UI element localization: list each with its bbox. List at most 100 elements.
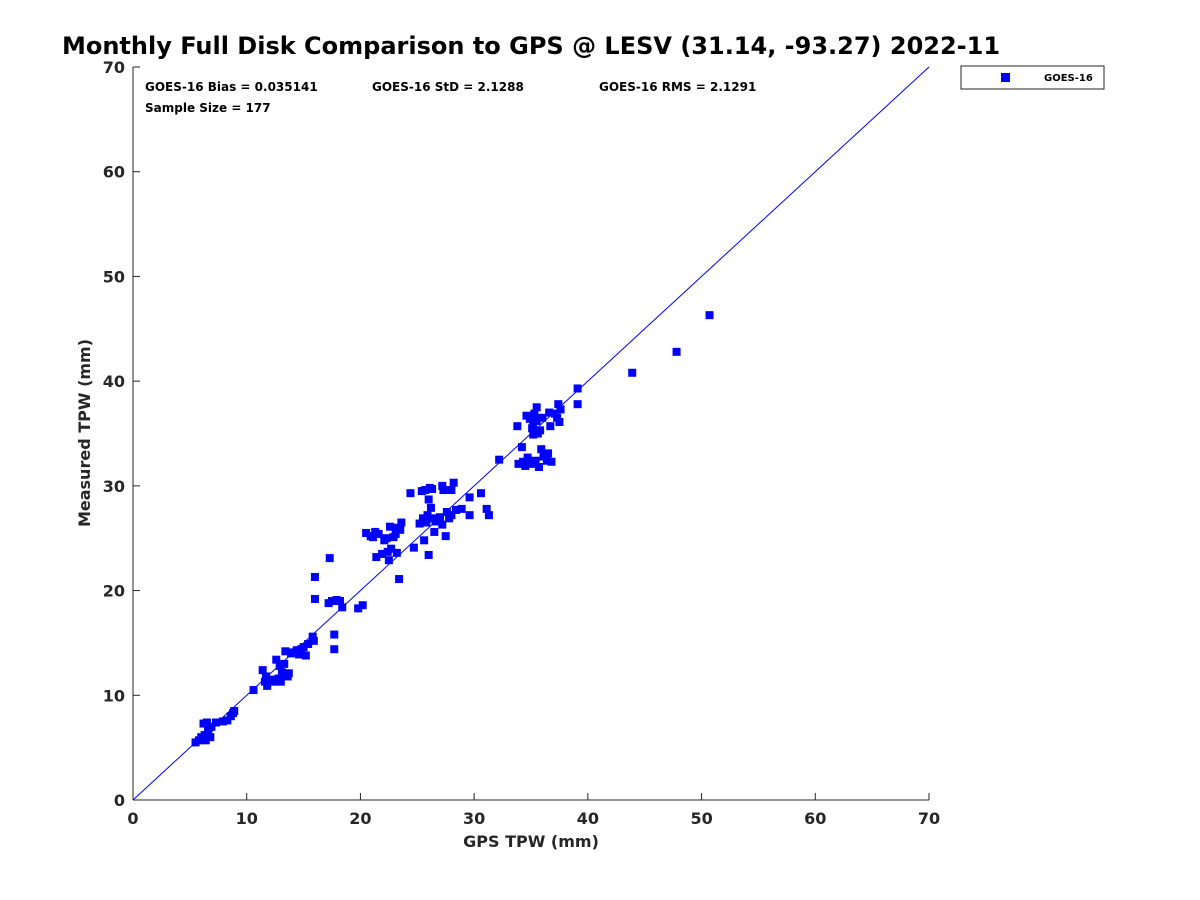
x-tick-label-0: 0 — [127, 809, 138, 828]
legend: GOES-16 — [960, 65, 1105, 90]
data-point — [372, 553, 381, 562]
data-point — [310, 594, 319, 603]
data-point — [672, 347, 681, 356]
data-point — [457, 504, 466, 513]
data-point — [292, 646, 301, 655]
data-point — [476, 489, 485, 498]
data-point — [354, 604, 363, 613]
data-point — [330, 630, 339, 639]
stat-rms: GOES-16 RMS = 2.1291 — [599, 80, 756, 94]
data-point — [553, 413, 562, 422]
data-point — [530, 409, 539, 418]
data-point — [276, 677, 285, 686]
x-tick-label-1: 10 — [236, 809, 258, 828]
data-point — [421, 486, 430, 495]
y-tick-label-2: 20 — [103, 582, 125, 601]
data-point — [513, 422, 522, 431]
data-point — [423, 511, 432, 520]
data-point — [310, 572, 319, 581]
data-point — [554, 400, 563, 409]
data-point — [521, 461, 530, 470]
x-tick-label-5: 50 — [690, 809, 712, 828]
data-point — [447, 486, 456, 495]
data-point — [431, 517, 440, 526]
data-point — [422, 518, 431, 527]
data-point — [301, 651, 310, 660]
data-point — [279, 671, 288, 680]
data-point — [527, 459, 535, 468]
data-point — [207, 722, 216, 731]
data-point — [262, 672, 271, 681]
data-point — [387, 544, 396, 553]
data-point — [442, 508, 451, 517]
data-point — [482, 504, 491, 513]
x-tick-label-2: 20 — [349, 809, 371, 828]
data-point — [201, 736, 210, 745]
y-axis-label: Measured TPW (mm) — [75, 339, 94, 527]
x-tick-label-7: 70 — [918, 809, 940, 828]
data-point — [263, 681, 272, 690]
data-point — [465, 511, 474, 520]
data-point — [424, 550, 433, 559]
data-point — [249, 686, 258, 695]
data-point — [438, 481, 447, 490]
data-point — [532, 403, 541, 412]
data-point — [547, 457, 556, 466]
y-tick-label-3: 30 — [103, 477, 125, 496]
data-point — [531, 456, 540, 465]
data-point — [368, 533, 377, 542]
legend-marker — [1001, 73, 1010, 82]
legend-label: GOES-16 — [1044, 73, 1093, 84]
data-point — [212, 718, 221, 727]
scatter-points — [191, 311, 714, 747]
x-tick-label-6: 60 — [804, 809, 826, 828]
data-point — [397, 518, 406, 527]
data-point — [532, 416, 541, 425]
data-point — [536, 426, 545, 435]
data-point — [550, 409, 559, 418]
data-point — [260, 677, 269, 686]
data-point — [409, 543, 418, 552]
data-point — [514, 459, 523, 468]
data-point — [396, 525, 405, 534]
axis-ticks: 0 10 20 30 40 50 60 70 0 10 20 30 40 50 60 70 — [103, 58, 940, 828]
data-point — [385, 522, 394, 531]
data-point — [556, 405, 565, 414]
data-point — [415, 519, 424, 528]
data-point — [378, 549, 387, 558]
data-point — [542, 456, 551, 465]
data-point — [358, 601, 367, 610]
data-point — [275, 661, 284, 670]
data-point — [284, 669, 293, 678]
data-point — [223, 716, 232, 725]
x-tick-label-4: 40 — [577, 809, 599, 828]
y-tick-label-6: 60 — [103, 163, 125, 182]
y-tick-label-1: 10 — [103, 686, 125, 705]
data-point — [230, 706, 239, 715]
data-point — [428, 484, 437, 493]
data-point — [206, 733, 215, 742]
x-tick-label-3: 30 — [463, 809, 485, 828]
data-point — [430, 527, 439, 536]
data-point — [519, 457, 528, 466]
data-point — [537, 445, 546, 454]
data-point — [628, 368, 637, 377]
data-point — [272, 655, 281, 664]
data-point — [299, 643, 308, 652]
stat-std: GOES-16 StD = 2.1288 — [372, 80, 524, 94]
data-point — [449, 478, 458, 487]
data-point — [330, 645, 339, 654]
data-point — [517, 443, 526, 452]
data-point — [555, 417, 564, 426]
data-point — [447, 511, 456, 520]
data-point — [441, 532, 450, 541]
data-point — [525, 414, 534, 423]
data-point — [420, 536, 429, 545]
y-tick-label-7: 70 — [103, 58, 125, 77]
data-point — [406, 489, 415, 498]
chart-title: Monthly Full Disk Comparison to GPS @ LE… — [62, 32, 1000, 60]
data-point — [439, 486, 448, 495]
data-point — [325, 554, 334, 563]
data-point — [436, 513, 445, 522]
